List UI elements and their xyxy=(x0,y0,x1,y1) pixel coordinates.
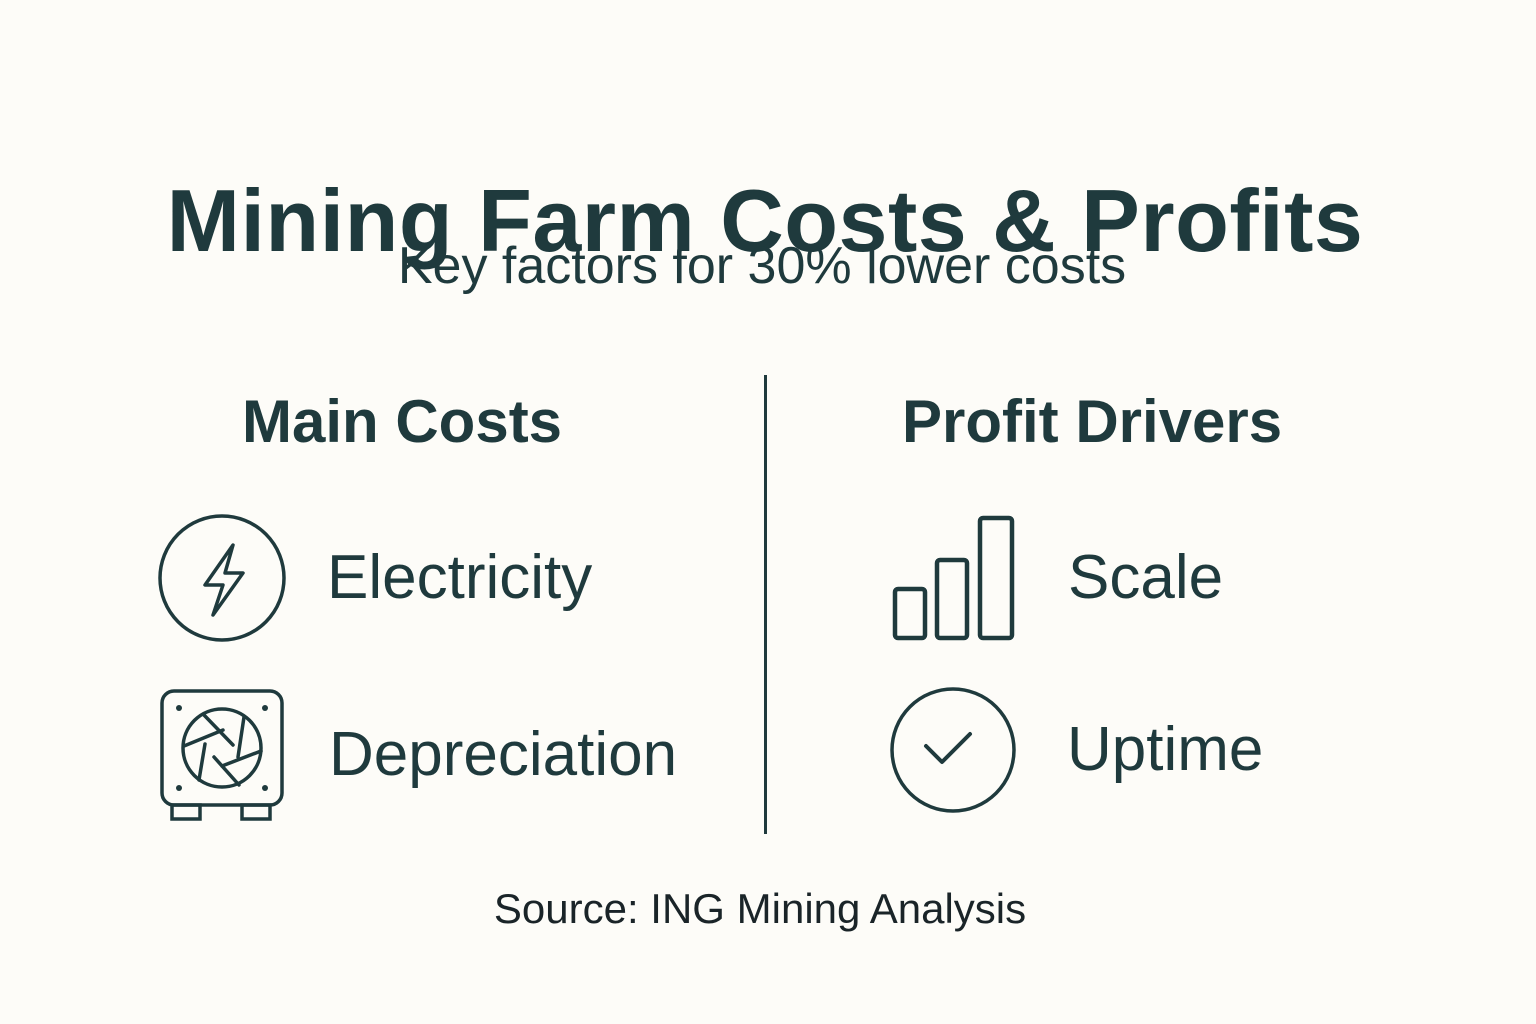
page-subtitle: Key factors for 30% lower costs xyxy=(397,237,1127,295)
source-citation: Source: ING Mining Analysis xyxy=(493,885,1027,932)
bar-chart-icon xyxy=(892,515,1015,641)
driver-item-label: Scale xyxy=(1068,543,1224,612)
driver-item-scale: Scale xyxy=(892,515,1223,641)
driver-item-label: Uptime xyxy=(1067,715,1264,784)
mining-rig-fan-icon xyxy=(160,689,284,821)
cost-item-label: Depreciation xyxy=(329,720,678,789)
lightning-bolt-icon xyxy=(158,514,286,642)
section-heading-main-costs: Main Costs xyxy=(242,388,563,455)
driver-item-uptime: Uptime xyxy=(889,686,1263,814)
page-title: Mining Farm Costs & Profits xyxy=(166,170,1364,270)
checkmark-circle-icon xyxy=(890,687,1016,813)
section-heading-profit-drivers: Profit Drivers xyxy=(902,388,1283,455)
cost-item-label: Electricity xyxy=(327,543,593,612)
cost-item-electricity: Electricity xyxy=(157,513,592,643)
column-divider xyxy=(764,375,767,834)
cost-item-depreciation: Depreciation xyxy=(159,688,677,822)
